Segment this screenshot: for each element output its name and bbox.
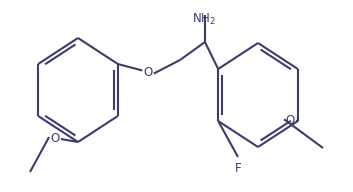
Text: NH$_2$: NH$_2$: [192, 12, 216, 27]
Text: O: O: [285, 113, 295, 127]
Text: O: O: [50, 132, 60, 145]
Text: O: O: [143, 65, 152, 79]
Text: F: F: [235, 162, 241, 175]
